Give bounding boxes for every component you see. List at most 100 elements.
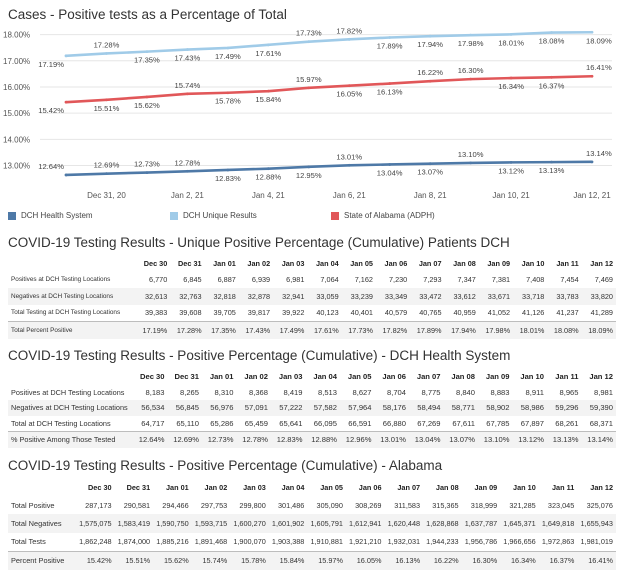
table-title-dch-health-system: COVID-19 Testing Results - Positive Perc… [8,348,511,363]
data-label: 17.28% [94,40,120,49]
table-cell: 8,704 [386,387,406,397]
table-cell: 67,785 [486,418,510,428]
data-point [469,161,473,165]
data-label: 17.82% [336,26,362,35]
data-point [105,98,108,102]
data-label: 13.04% [377,168,403,177]
table-cell: 59,390 [581,400,616,416]
column-header: Jan 05 [350,258,373,268]
table-cell: 8,513 [317,387,337,397]
table-cell: 1,944,233 [426,537,459,547]
table-cell: 7,162 [354,275,373,285]
column-header: Dec 31 [174,372,200,382]
table-cell: 13.04% [409,431,444,448]
data-point [388,163,392,166]
x-tick-label: Jan 12, 21 [573,191,611,200]
table-cell: 40,579 [384,308,408,318]
table-cell: 13.10% [478,431,513,448]
table-cell: 1,910,881 [310,537,343,547]
column-header: Jan 12 [590,482,613,492]
series-line-2 [65,74,593,104]
table-cell: 58,771 [443,400,478,416]
table-cell: 1,862,248 [79,537,112,547]
row-label: Positives at DCH Testing Locations [11,276,111,284]
data-point [509,76,513,80]
data-point [64,100,68,104]
data-point [428,79,432,83]
data-point [428,162,432,166]
column-header: Jan 11 [555,372,579,382]
table-cell: 15.42% [76,550,115,570]
table-cell: 318,999 [470,500,498,510]
row-label: Total Negatives [8,514,76,533]
table-cell: 8,965 [559,387,579,397]
table-cell: 32,613 [136,288,171,305]
table-unique-dch: Dec 30 Dec 31 Jan 01 Jan 02 Jan 03 Jan 04 Jan … [8,255,616,339]
table-row: % Positive Among Those Tested 12.64% 12.69… [8,431,616,448]
data-label: 13.07% [417,168,443,177]
table-cell: 33,059 [307,288,342,305]
header-cell-empty [8,369,133,385]
row-label: Total Tests [11,537,46,547]
table-alabama: Dec 30 Dec 31 Jan 01 Jan 02 Jan 03 Jan 04 Jan … [8,478,616,570]
table-cell: 13.07% [443,431,478,448]
table-cell: 1,575,075 [76,514,115,533]
table-cell: 6,887 [217,275,236,285]
table-cell: 68,261 [555,418,579,428]
data-label: 16.34% [498,82,524,91]
data-point [145,95,149,99]
series-line-0 [65,160,593,177]
table-cell: 1,649,818 [538,514,578,533]
data-point [307,86,311,90]
data-point [185,48,189,51]
data-label: 15.51% [94,104,120,113]
table-cell: 1,593,715 [191,514,231,533]
table-cell: 56,845 [167,400,202,416]
table-cell: 40,765 [419,308,442,318]
legend-item-dch-unique-results[interactable]: DCH Unique Results [170,211,257,220]
table-cell: 16.41% [577,550,616,570]
table-cell: 13.13% [547,431,582,448]
table-cell: 12.88% [305,431,340,448]
data-point [509,160,513,164]
table-cell: 7,230 [388,275,408,285]
y-tick-label: 14.00% [3,135,30,144]
column-header: Jan 05 [347,372,372,382]
column-header: Jan 09 [485,372,510,382]
legend-swatch [8,211,16,220]
data-label: 13.12% [498,166,524,175]
table-cell: 17.43% [238,321,274,339]
column-header: Dec 30 [143,258,168,268]
table-header-row: Dec 30 Dec 31 Jan 01 Jan 02 Jan 03 Jan 04 Jan … [8,369,616,385]
column-header: Jan 03 [281,258,305,268]
table-cell: 17.61% [307,321,342,339]
table-cell: 33,612 [444,288,479,305]
data-point [185,169,189,173]
column-header: Jan 08 [453,258,476,268]
table-cell: 16.37% [538,550,578,570]
column-header: Jan 10 [520,372,544,382]
table-cell: 1,583,419 [114,514,154,533]
column-header: Jan 11 [551,482,575,492]
column-header: Jan 08 [435,482,459,492]
data-point [266,89,270,93]
data-point [469,77,473,81]
table-cell: 33,349 [375,288,411,305]
data-point [388,82,392,85]
table-cell: 65,110 [176,418,199,428]
table-cell: 12.78% [236,431,271,448]
legend-item-dch-health-system[interactable]: DCH Health System [8,211,93,220]
table-cell: 8,981 [593,387,613,397]
legend-label: State of Alabama (ADPH) [344,211,435,220]
table-cell: 8,911 [525,387,544,397]
table-cell: 33,783 [547,288,582,305]
table-cell: 1,932,031 [387,537,421,547]
table-row: Total Percent Positive 17.19% 17.28% 17.35%… [8,321,616,339]
table-cell: 56,976 [202,400,237,416]
data-label: 17.43% [175,54,201,63]
legend-item-state-of-alabama[interactable]: State of Alabama (ADPH) [331,211,435,220]
data-label: 16.30% [458,66,484,75]
table-dch-health-system: Dec 30 Dec 31 Jan 01 Jan 02 Jan 03 Jan 04 Jan … [8,369,616,448]
data-point [469,33,473,37]
table-cell: 7,408 [526,275,545,285]
